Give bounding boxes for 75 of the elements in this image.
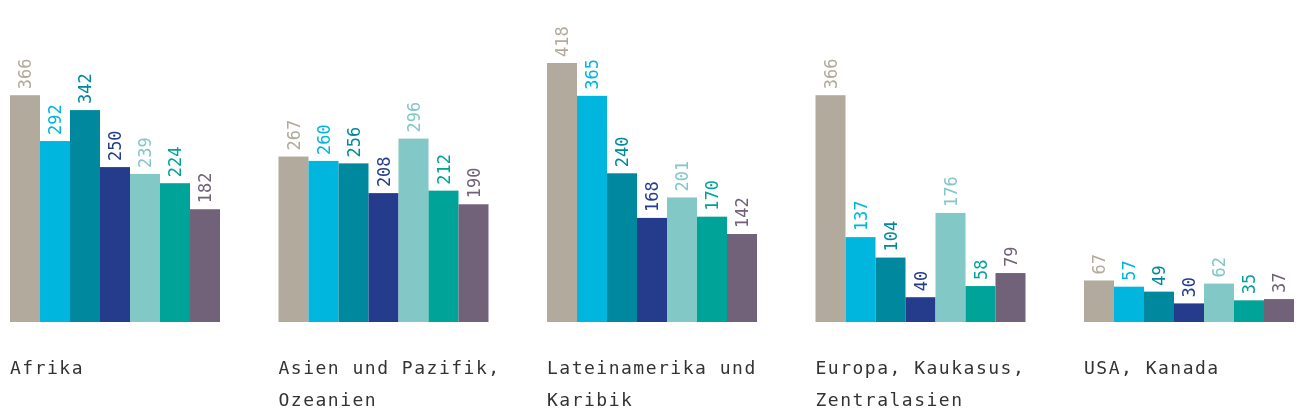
data-label: 212	[433, 153, 454, 185]
data-label: 296	[403, 101, 424, 133]
data-label: 67	[1089, 254, 1109, 275]
data-label: 142	[732, 197, 752, 229]
bar	[1114, 286, 1144, 322]
data-label: 104	[880, 220, 901, 252]
x-tick-label: Asien und Pazifik, Ozeanien	[278, 357, 501, 410]
data-label: 256	[343, 126, 364, 158]
data-label: 168	[642, 181, 662, 212]
bar	[10, 95, 40, 322]
bar	[697, 216, 727, 322]
bar	[607, 173, 637, 322]
data-label: 58	[970, 259, 991, 281]
bar	[935, 212, 966, 322]
data-label: 239	[135, 137, 155, 168]
data-label: 366	[820, 58, 841, 90]
bar	[965, 286, 996, 322]
data-label: 57	[1119, 260, 1139, 281]
data-label: 208	[373, 156, 394, 188]
bar	[160, 183, 190, 322]
data-label: 137	[850, 200, 871, 232]
bar	[1234, 300, 1264, 322]
bar	[577, 95, 607, 322]
data-label: 79	[1000, 246, 1021, 268]
data-label: 418	[552, 26, 572, 57]
data-label: 365	[582, 59, 602, 90]
bar	[1144, 291, 1174, 322]
data-label: 224	[165, 146, 185, 178]
x-tick-label: Lateinamerika und Karibik	[547, 357, 757, 410]
data-label: 201	[672, 160, 692, 192]
bar	[308, 160, 339, 322]
bar	[845, 237, 876, 322]
bar	[190, 209, 220, 322]
bar	[338, 163, 369, 322]
bar	[1084, 280, 1114, 322]
bar	[1264, 299, 1294, 322]
bar	[368, 193, 399, 322]
data-label: 30	[1179, 276, 1199, 298]
bar	[100, 167, 130, 322]
data-label: 170	[702, 179, 722, 211]
bar	[637, 217, 667, 322]
data-label: 190	[463, 167, 484, 199]
data-label: 35	[1239, 273, 1259, 295]
data-label: 176	[940, 176, 961, 207]
x-tick-label: Afrika	[10, 357, 85, 378]
bar	[130, 173, 160, 322]
data-label: 37	[1269, 272, 1289, 294]
data-label: 342	[75, 73, 95, 105]
data-label: 182	[195, 172, 215, 204]
bar	[458, 204, 489, 322]
bar	[547, 63, 577, 322]
bar	[815, 95, 846, 322]
data-label: 250	[105, 130, 125, 162]
data-label: 240	[612, 136, 632, 168]
data-label: 366	[15, 58, 35, 90]
bar	[905, 297, 936, 322]
bar	[40, 141, 70, 322]
bar	[875, 257, 906, 322]
bar	[727, 234, 757, 322]
data-label: 267	[283, 119, 304, 151]
bar	[1174, 303, 1204, 322]
data-label: 49	[1149, 265, 1169, 286]
bar	[667, 197, 697, 322]
x-tick-label: USA, Kanada	[1084, 357, 1220, 378]
bar	[398, 138, 429, 322]
bar	[1204, 283, 1234, 322]
data-label: 292	[45, 104, 65, 136]
bar	[428, 190, 459, 322]
bar	[70, 110, 100, 322]
bar	[278, 156, 309, 322]
x-tick-label: Europa, Kaukasus, Zentralasien	[815, 357, 1026, 410]
bar	[995, 273, 1026, 322]
data-label: 260	[313, 124, 334, 155]
data-label: 62	[1209, 257, 1229, 278]
data-label: 40	[910, 270, 931, 292]
